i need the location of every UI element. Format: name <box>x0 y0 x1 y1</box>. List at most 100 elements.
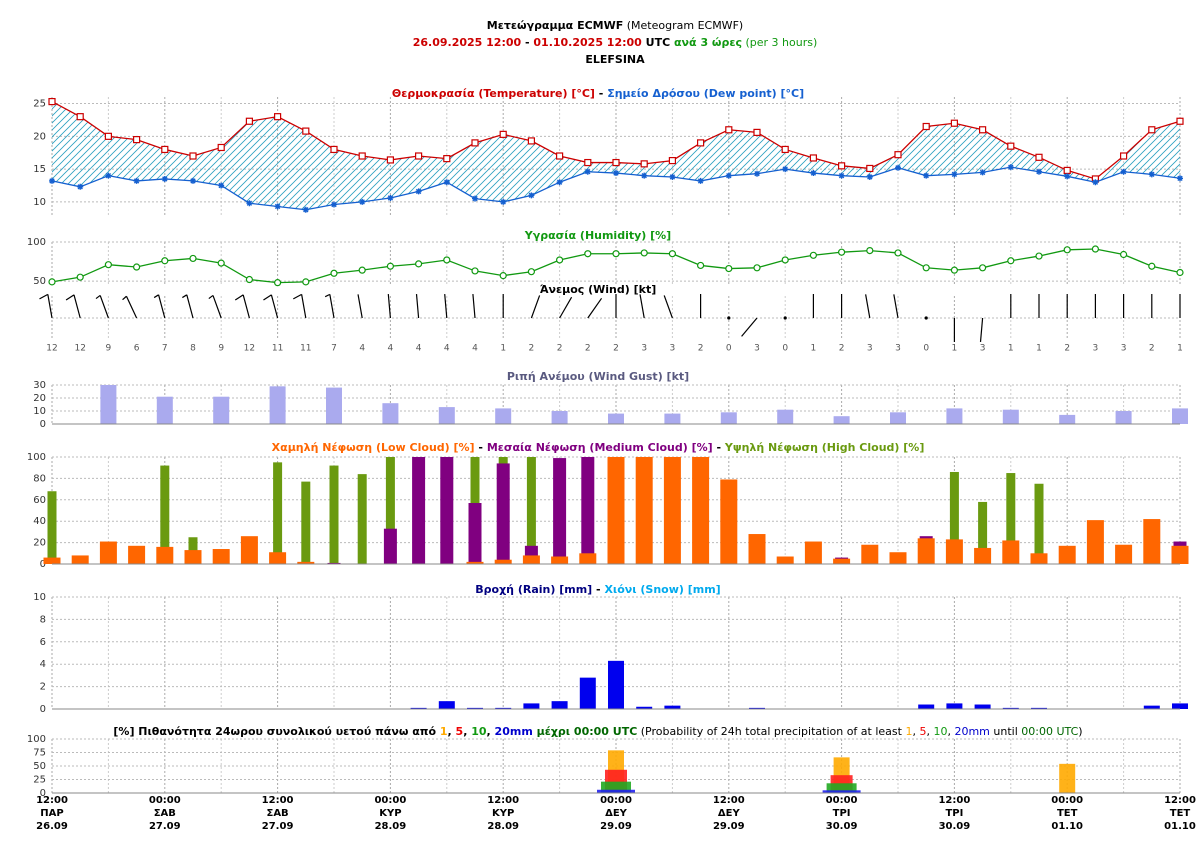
marker <box>1035 252 1043 260</box>
wind-speed-label: 1 <box>952 344 958 354</box>
bar <box>601 781 631 793</box>
marker <box>584 158 592 167</box>
marker <box>781 145 789 154</box>
marker <box>358 266 366 274</box>
title-part: ELEFSINA <box>585 53 645 66</box>
marker <box>246 200 253 207</box>
bar <box>496 463 510 564</box>
x-tick-label: 29.09 <box>713 821 745 832</box>
marker <box>1007 257 1015 265</box>
bar <box>946 703 963 709</box>
bar <box>385 457 395 564</box>
marker <box>189 152 197 160</box>
bar <box>357 474 367 564</box>
title-part: 10 <box>933 725 947 738</box>
wind-calm <box>783 316 787 320</box>
marker <box>190 177 196 184</box>
x-tick-label: 26.09 <box>36 821 68 832</box>
wind-speed-label: 4 <box>472 344 478 354</box>
bar <box>664 413 681 424</box>
bar <box>1059 763 1076 793</box>
marker <box>584 168 591 175</box>
y-tick-label: 20 <box>33 393 46 404</box>
title: Υγρασία (Humidity) [%] <box>524 229 671 242</box>
bar <box>1172 408 1188 424</box>
marker <box>725 264 733 273</box>
bar <box>1002 409 1019 424</box>
marker <box>1177 175 1183 182</box>
marker <box>331 201 337 208</box>
bar <box>382 403 399 424</box>
title-part: 20mm <box>954 725 989 738</box>
wind-barb <box>444 294 448 319</box>
wind-calm <box>924 316 928 320</box>
bar <box>974 547 992 564</box>
marker <box>217 259 225 267</box>
marker <box>527 137 536 145</box>
bar <box>918 704 935 709</box>
bar <box>1143 705 1160 709</box>
wind-speed-label: 11 <box>300 344 311 354</box>
marker <box>1064 173 1071 180</box>
x-tick-label: ΚΥΡ <box>492 808 514 819</box>
marker <box>302 206 309 213</box>
marker <box>584 250 592 258</box>
marker <box>555 152 564 160</box>
marker <box>781 256 789 264</box>
y-tick-label: 0 <box>40 704 46 715</box>
marker <box>1063 246 1071 254</box>
bar <box>945 539 963 564</box>
title-part: Υψηλή Νέφωση (High Cloud) [%] <box>724 441 924 454</box>
x-tick-label: ΚΥΡ <box>379 808 401 819</box>
title-part: ) <box>1078 725 1082 738</box>
y-tick-label: 60 <box>33 495 46 506</box>
wind-barb <box>559 296 573 319</box>
marker <box>669 173 676 180</box>
wind-barb <box>293 293 307 319</box>
wind-speed-label: 0 <box>782 344 788 354</box>
bar <box>861 544 879 564</box>
x-tick-label: ΔΕΥ <box>718 808 741 819</box>
bar <box>663 457 681 564</box>
x-tick-label: ΠΑΡ <box>40 808 63 819</box>
wind-speed-label: 2 <box>1064 344 1070 354</box>
bar <box>833 416 850 424</box>
bar <box>748 534 766 564</box>
marker <box>1007 142 1015 150</box>
marker <box>668 250 677 258</box>
bar <box>438 701 455 709</box>
wind-barb <box>324 293 335 319</box>
title-part: Υγρασία (Humidity) [%] <box>524 229 671 242</box>
x-tick-label: 28.09 <box>375 821 407 832</box>
marker <box>1007 164 1014 171</box>
bar <box>579 677 596 709</box>
marker <box>499 272 507 280</box>
x-tick-label: ΣΑΒ <box>266 808 288 819</box>
bar <box>100 385 117 424</box>
wind-speed-label: 4 <box>359 344 365 354</box>
title-part: ανά 3 ώρες <box>670 36 742 49</box>
title-part: 00:00 UTC <box>1021 725 1078 738</box>
bar <box>889 552 907 564</box>
marker <box>218 182 225 189</box>
wind-barb <box>95 294 109 319</box>
bar <box>523 703 540 709</box>
bar <box>156 546 174 564</box>
marker <box>978 126 987 134</box>
title: Θερμοκρασία (Temperature) [°C] - Σημείο … <box>392 87 804 100</box>
marker <box>1036 168 1042 175</box>
marker <box>386 156 394 164</box>
title: Χαμηλή Νέφωση (Low Cloud) [%] - Μεσαία Ν… <box>272 441 925 454</box>
marker <box>753 128 761 136</box>
title-part: (per 3 hours) <box>742 36 817 49</box>
y-tick-label: 0 <box>40 559 46 570</box>
x-tick-label: 00:00 <box>826 795 858 806</box>
title-part: 5 <box>456 725 464 738</box>
marker <box>866 164 874 173</box>
wind-speed-label: 3 <box>867 344 873 354</box>
marker <box>950 119 959 127</box>
y-tick-label: 20 <box>33 538 46 549</box>
title-part: Χαμηλή Νέφωση (Low Cloud) [%] <box>272 441 475 454</box>
wind-speed-label: 1 <box>1008 344 1014 354</box>
marker <box>274 113 282 121</box>
